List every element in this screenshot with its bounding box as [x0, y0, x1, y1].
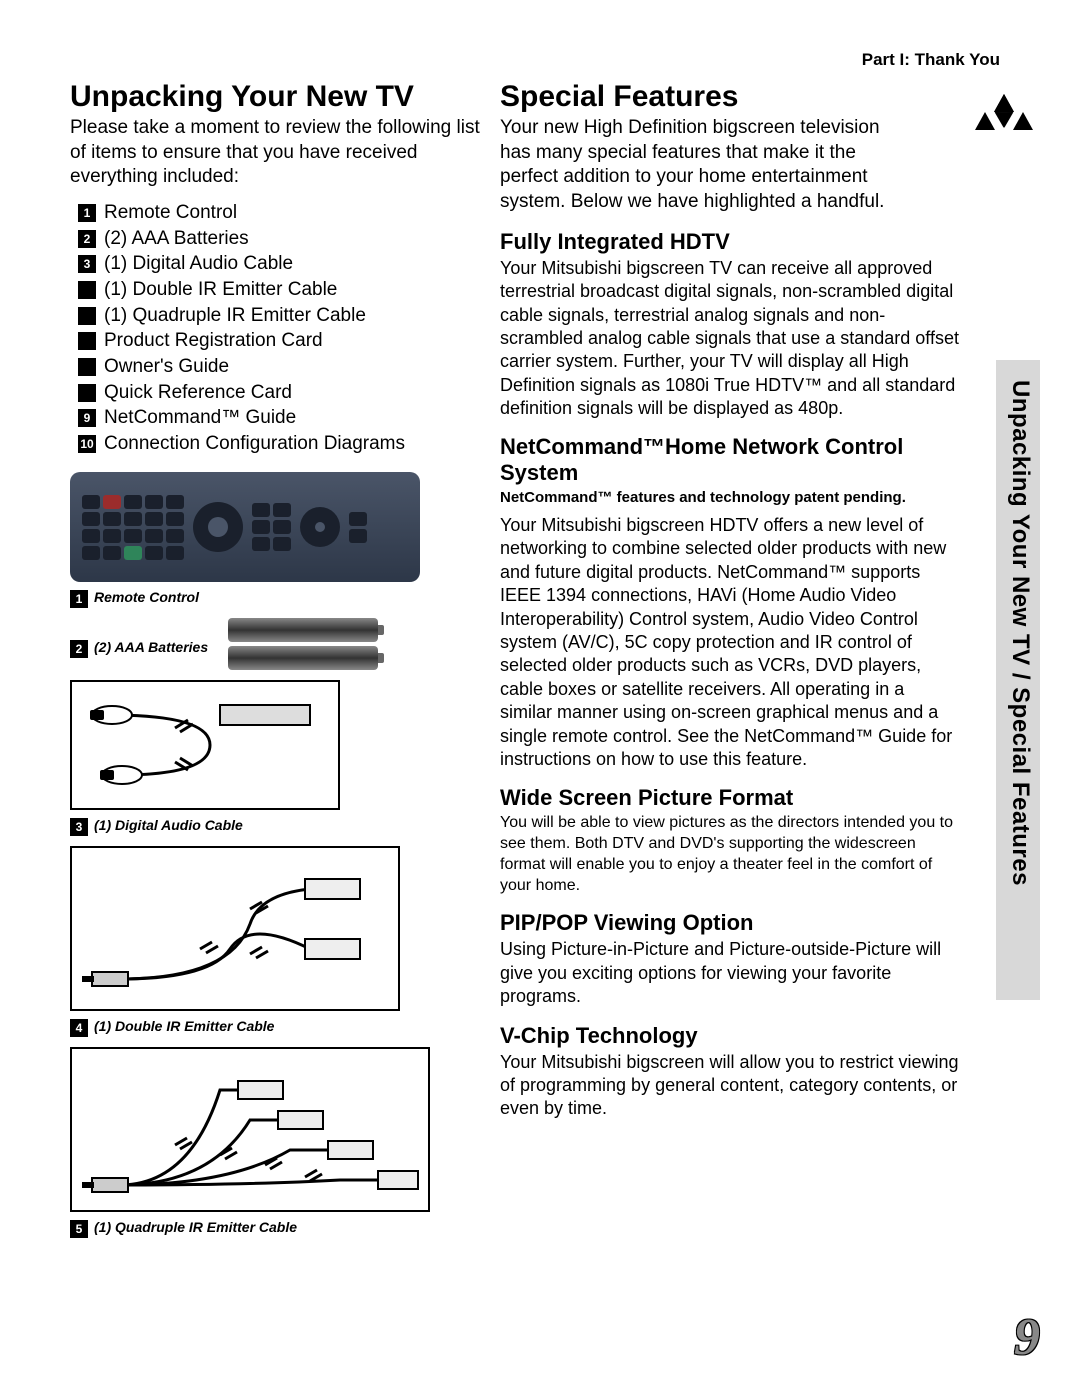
list-item: (1) Double IR Emitter Cable [78, 277, 480, 303]
section-body: Your Mitsubishi bigscreen will allow you… [500, 1051, 960, 1121]
batteries-figure [228, 618, 378, 670]
left-title: Unpacking Your New TV [70, 80, 480, 114]
quad-ir-cable-figure [70, 1047, 430, 1212]
caption-text: (1) Quadruple IR Emitter Cable [94, 1219, 297, 1235]
list-label: (1) Digital Audio Cable [104, 251, 293, 277]
list-item: 2 (2) AAA Batteries [78, 226, 480, 252]
list-item: (1) Quadruple IR Emitter Cable [78, 303, 480, 329]
caption-text: Remote Control [94, 589, 199, 605]
num-badge: 2 [70, 640, 88, 658]
double-ir-cable-figure [70, 846, 400, 1011]
list-label: Quick Reference Card [104, 380, 292, 406]
num-badge: 1 [78, 204, 96, 222]
num-badge: 3 [70, 818, 88, 836]
right-column: Special Features Your new High Definitio… [500, 50, 960, 1238]
list-item: Product Registration Card [78, 328, 480, 354]
caption-remote: 1 Remote Control [70, 586, 480, 608]
list-label: Product Registration Card [104, 328, 323, 354]
caption-text: (1) Digital Audio Cable [94, 817, 243, 833]
remote-control-figure [70, 472, 420, 582]
num-badge: 9 [78, 409, 96, 427]
right-title: Special Features [500, 80, 960, 114]
list-item: 3 (1) Digital Audio Cable [78, 251, 480, 277]
section-body: Your Mitsubishi bigscreen TV can receive… [500, 257, 960, 421]
num-badge [78, 384, 96, 402]
left-intro: Please take a moment to review the follo… [70, 116, 480, 190]
list-item: Owner's Guide [78, 354, 480, 380]
page-number: 9 [1014, 1308, 1040, 1367]
batteries-figure-row: 2 (2) AAA Batteries [70, 608, 480, 670]
list-label: (1) Quadruple IR Emitter Cable [104, 303, 366, 329]
num-badge: 10 [78, 435, 96, 453]
right-intro: Your new High Definition bigscreen telev… [500, 116, 960, 215]
left-column: Unpacking Your New TV Please take a mome… [70, 50, 480, 1238]
list-label: Remote Control [104, 200, 237, 226]
list-label: Owner's Guide [104, 354, 229, 380]
num-badge: 5 [70, 1220, 88, 1238]
caption-audio: 3 (1) Digital Audio Cable [70, 814, 480, 836]
digital-audio-cable-figure [70, 680, 340, 810]
num-badge: 2 [78, 230, 96, 248]
num-badge [78, 332, 96, 350]
section-body: Your Mitsubishi bigscreen HDTV offers a … [500, 514, 960, 771]
list-item: 9 NetCommand™ Guide [78, 405, 480, 431]
section-body: Using Picture-in-Picture and Picture-out… [500, 938, 960, 1008]
section-heading: Wide Screen Picture Format [500, 785, 960, 811]
num-badge [78, 281, 96, 299]
list-item: 1 Remote Control [78, 200, 480, 226]
list-label: Connection Configuration Diagrams [104, 431, 405, 457]
section-heading: NetCommand™Home Network Control System [500, 434, 960, 486]
section-heading: PIP/POP Viewing Option [500, 910, 960, 936]
num-badge: 3 [78, 255, 96, 273]
list-item: 10 Connection Configuration Diagrams [78, 431, 480, 457]
num-badge: 1 [70, 590, 88, 608]
num-badge [78, 307, 96, 325]
list-label: NetCommand™ Guide [104, 405, 296, 431]
caption-text: (2) AAA Batteries [94, 639, 208, 655]
patent-note: NetCommand™ features and technology pate… [500, 488, 960, 508]
unpacking-list: 1 Remote Control 2 (2) AAA Batteries 3 (1) … [70, 200, 480, 456]
list-label: (1) Double IR Emitter Cable [104, 277, 337, 303]
list-item: Quick Reference Card [78, 380, 480, 406]
section-heading: Fully Integrated HDTV [500, 229, 960, 255]
num-badge [78, 358, 96, 376]
section-heading: V-Chip Technology [500, 1023, 960, 1049]
list-label: (2) AAA Batteries [104, 226, 249, 252]
caption-double: 4 (1) Double IR Emitter Cable [70, 1015, 480, 1037]
caption-text: (1) Double IR Emitter Cable [94, 1018, 274, 1034]
num-badge: 4 [70, 1019, 88, 1037]
section-body: You will be able to view pictures as the… [500, 813, 960, 896]
caption-quad: 5 (1) Quadruple IR Emitter Cable [70, 1216, 480, 1238]
